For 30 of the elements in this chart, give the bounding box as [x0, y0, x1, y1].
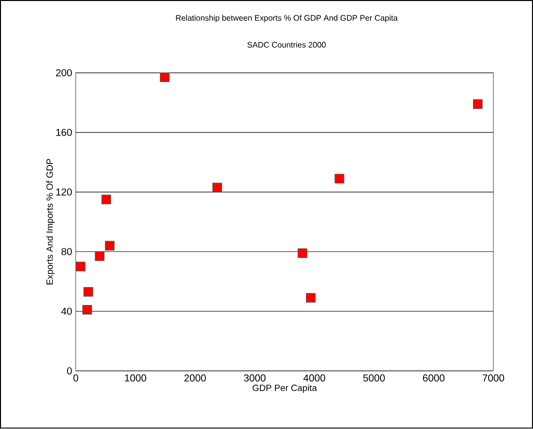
- point: [473, 100, 483, 110]
- chart-title: Relationship between Exports % Of GDP And GDP Per Capita: [176, 15, 398, 23]
- x-tick-label: 0: [73, 374, 78, 382]
- y-tick-label: 200: [56, 69, 72, 77]
- chart-subtitle: SADC Countries 2000: [247, 42, 326, 48]
- point: [160, 72, 170, 82]
- x-tick-label: 6000: [423, 374, 444, 382]
- y-tick-label: 40: [61, 308, 72, 316]
- x-tick-label: 2000: [184, 374, 206, 382]
- y-tick-label: 0: [67, 368, 72, 375]
- point: [84, 287, 94, 297]
- y-tick-label: 120: [56, 188, 72, 196]
- y-tick-label: 160: [56, 129, 72, 136]
- x-tick-label: 7000: [482, 374, 504, 382]
- x-tick-label: 1000: [125, 374, 146, 382]
- x-tick-label: 3000: [244, 374, 266, 382]
- point: [101, 194, 111, 204]
- point: [94, 252, 104, 262]
- x-axis-title: GDP Per Capita: [252, 384, 317, 394]
- point: [212, 182, 222, 193]
- point: [76, 262, 86, 272]
- point: [105, 241, 115, 251]
- x-tick-label: 4000: [303, 374, 326, 382]
- point: [334, 174, 344, 184]
- point: [298, 248, 308, 258]
- point: [306, 293, 316, 303]
- point: [82, 305, 92, 315]
- y-axis-title: Exports And Imports % Of GDP: [46, 159, 55, 285]
- y-tick-label: 80: [62, 248, 72, 256]
- x-tick-label: 5000: [363, 374, 385, 382]
